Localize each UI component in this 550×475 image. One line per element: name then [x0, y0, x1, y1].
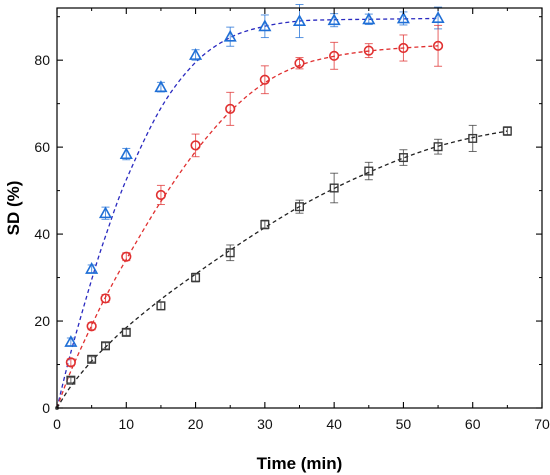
- fit-curve-circle: [56, 45, 439, 409]
- x-tick-label: 70: [534, 416, 550, 432]
- data-point-square: [468, 133, 478, 143]
- data-point-triangle: [292, 14, 307, 27]
- y-tick-label: 60: [34, 139, 50, 155]
- data-point-square: [398, 153, 408, 163]
- data-point-circle: [294, 58, 305, 69]
- y-axis-title: SD (%): [4, 181, 23, 236]
- data-point-triangle: [223, 29, 237, 42]
- data-point-triangle: [258, 19, 272, 32]
- data-point-circle: [65, 357, 76, 368]
- axis-ticks: [56, 8, 543, 409]
- x-tick-label: 10: [118, 416, 134, 432]
- x-tick-label: 60: [465, 416, 481, 432]
- data-point-triangle: [85, 262, 99, 274]
- y-tick-label: 40: [34, 226, 50, 242]
- data-point-square: [191, 273, 201, 283]
- data-point-triangle: [431, 11, 445, 23]
- data-point-square: [433, 142, 443, 152]
- data-point-square: [225, 248, 235, 258]
- data-point-triangle: [98, 206, 113, 219]
- y-tick-label: 80: [34, 52, 50, 68]
- x-tick-label: 20: [188, 416, 204, 432]
- data-point-circle: [225, 103, 236, 114]
- data-point-circle: [190, 140, 201, 151]
- x-tick-label: 50: [396, 416, 412, 432]
- x-tick-label: 30: [257, 416, 273, 432]
- tick-labels: 0 10 20 30 40 50 60 70 0 20 40 60 80: [34, 52, 550, 432]
- data-point-circle: [155, 189, 167, 201]
- data-markers: [55, 11, 512, 410]
- data-point-square: [100, 341, 110, 351]
- data-point-circle: [100, 293, 111, 304]
- data-point-circle: [363, 45, 374, 56]
- fit-curve-triangle: [56, 17, 439, 409]
- data-point-triangle: [396, 11, 410, 24]
- error-bars: [66, 4, 512, 384]
- x-tick-label: 0: [53, 416, 61, 432]
- data-point-square: [260, 220, 270, 230]
- data-point-square: [121, 327, 131, 337]
- fit-curves: [56, 17, 508, 409]
- fit-curve-square: [56, 130, 508, 409]
- data-point-square: [66, 375, 76, 385]
- data-point-square: [329, 183, 339, 193]
- data-point-square: [156, 301, 166, 311]
- data-point-circle: [121, 251, 132, 262]
- data-point-circle: [432, 40, 444, 51]
- data-point-circle: [259, 74, 270, 85]
- data-point-triangle: [154, 80, 168, 93]
- data-point-triangle: [362, 12, 376, 25]
- data-point-triangle: [119, 147, 133, 160]
- x-tick-label: 40: [326, 416, 342, 432]
- x-axis-title: Time (min): [257, 454, 343, 473]
- y-tick-label: 0: [42, 400, 50, 416]
- data-point-circle: [329, 50, 340, 61]
- data-point-square: [364, 166, 374, 176]
- data-point-square: [87, 354, 97, 364]
- y-tick-label: 20: [34, 313, 50, 329]
- data-point-triangle: [64, 335, 78, 347]
- data-point-circle: [86, 321, 97, 332]
- data-point-square: [295, 202, 305, 212]
- data-point-circle: [398, 42, 409, 54]
- data-point-triangle: [327, 13, 341, 26]
- data-point-triangle: [189, 48, 203, 60]
- data-point-square: [502, 126, 512, 136]
